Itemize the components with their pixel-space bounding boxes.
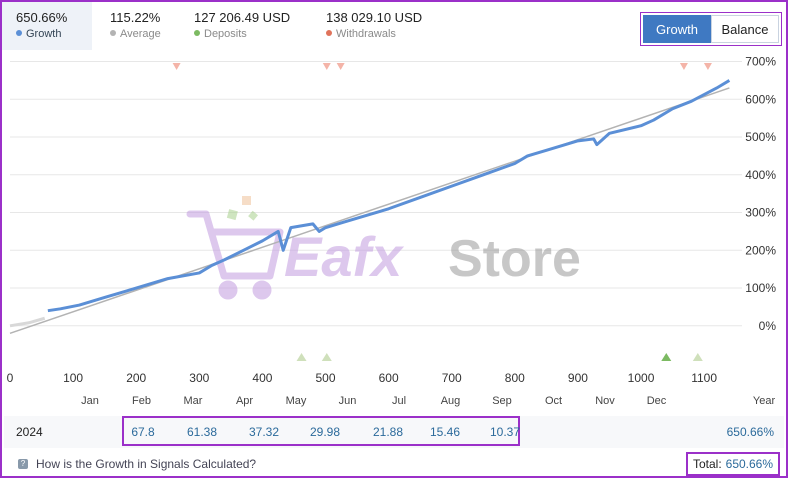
total-summary: Total: 650.66%	[686, 452, 780, 476]
growth-help-link[interactable]: ? How is the Growth in Signals Calculate…	[18, 457, 256, 471]
average-dot-icon	[110, 30, 116, 36]
withdrawals-dot-icon	[326, 30, 332, 36]
y-tick-label: 700%	[745, 55, 776, 69]
balance-button[interactable]: Balance	[711, 15, 779, 43]
stat-deposits[interactable]: 127 206.49 USD Deposits	[180, 2, 304, 50]
stat-average[interactable]: 115.22% Average	[96, 2, 175, 50]
y-tick-label: 200%	[745, 243, 776, 257]
y-axis-ticks: 700% 600% 500% 400% 300% 200% 100% 0%	[745, 55, 776, 333]
y-tick-label: 500%	[745, 130, 776, 144]
growth-line	[47, 79, 731, 313]
watermark-store: Store	[448, 230, 581, 288]
growth-balance-toggle: Growth Balance	[640, 12, 782, 46]
month-label: Dec	[647, 395, 667, 407]
total-value: 650.66%	[725, 457, 774, 471]
y-tick-label: 100%	[745, 281, 776, 295]
month-value-apr: 37.32	[248, 425, 280, 439]
stat-growth[interactable]: 650.66% Growth	[2, 2, 92, 50]
x-tick-label: 0	[7, 371, 14, 385]
stat-growth-label: Growth	[16, 28, 78, 40]
deposit-marker-icon	[661, 353, 672, 361]
month-label: May	[286, 395, 307, 407]
year-summary-row: 2024 67.8 61.38 37.32 29.98 21.88 15.46 …	[4, 416, 784, 448]
month-value-feb: 67.8	[131, 425, 155, 439]
x-tick-label: 200	[126, 371, 146, 385]
x-tick-label: 1100	[691, 371, 717, 385]
month-label: Mar	[184, 395, 203, 407]
month-label: Feb	[132, 395, 151, 407]
month-labels: Jan Feb Mar Apr May Jun Jul Aug Sep Oct Nov Dec Year	[81, 395, 775, 407]
x-tick-label: 300	[189, 371, 209, 385]
y-tick-label: 400%	[745, 168, 776, 182]
y-tick-label: 300%	[745, 206, 776, 220]
growth-chart: Eafx Store 0 100 200 300 400 500 600 700 800 900 1…	[7, 55, 777, 407]
deposit-marker-icon	[296, 353, 307, 361]
month-label: Jan	[81, 395, 99, 407]
year-total-value: 650.66%	[726, 425, 774, 439]
x-axis-ticks: 0 100 200 300 400 500 600 700 800 900 1000 1100	[7, 371, 718, 385]
total-label: Total:	[692, 457, 722, 471]
chart-series	[9, 79, 731, 335]
stat-withdrawals-label: Withdrawals	[326, 28, 422, 40]
stat-withdrawals-value: 138 029.10 USD	[326, 10, 423, 25]
withdrawal-marker-icon	[679, 63, 688, 70]
x-tick-label: 500	[316, 371, 336, 385]
month-value-aug: 10.37	[489, 425, 521, 439]
deposit-withdrawal-markers	[172, 63, 712, 361]
x-tick-label: 800	[505, 371, 525, 385]
stat-growth-value: 650.66%	[16, 10, 68, 25]
month-label: Apr	[236, 395, 253, 407]
withdrawal-marker-icon	[336, 63, 345, 70]
month-value-jul: 15.46	[429, 425, 461, 439]
deposits-dot-icon	[194, 30, 200, 36]
stat-deposits-label: Deposits	[194, 28, 290, 40]
month-value-may: 29.98	[309, 425, 341, 439]
average-line	[9, 87, 730, 335]
question-icon: ?	[18, 459, 28, 469]
y-tick-label: 0%	[759, 319, 777, 333]
month-value-mar: 61.38	[186, 425, 218, 439]
eafx-store-watermark: Eafx Store	[186, 196, 581, 300]
x-tick-label: 600	[379, 371, 399, 385]
stat-average-label: Average	[110, 28, 161, 40]
x-tick-label: 400	[252, 371, 272, 385]
month-label: Jul	[392, 395, 406, 407]
deposit-marker-icon	[692, 353, 703, 361]
x-tick-label: 1000	[628, 371, 655, 385]
cart-icon	[186, 210, 284, 300]
month-label: Sep	[492, 395, 512, 407]
watermark-eafx: Eafx	[284, 225, 405, 288]
x-tick-label: 700	[442, 371, 462, 385]
deposit-marker-icon	[321, 353, 332, 361]
month-label: Nov	[595, 395, 615, 407]
month-label: Jun	[339, 395, 357, 407]
stat-average-value: 115.22%	[110, 10, 161, 25]
month-value-jun: 21.88	[372, 425, 404, 439]
month-label: Year	[753, 395, 776, 407]
withdrawal-marker-icon	[172, 63, 181, 70]
month-label: Oct	[545, 395, 562, 407]
stat-withdrawals[interactable]: 138 029.10 USD Withdrawals	[312, 2, 436, 50]
early-growth-segment	[9, 316, 46, 328]
x-tick-label: 900	[568, 371, 588, 385]
withdrawal-marker-icon	[703, 63, 712, 70]
y-tick-label: 600%	[745, 92, 776, 106]
year-label: 2024	[16, 425, 43, 439]
growth-button[interactable]: Growth	[643, 15, 711, 43]
x-tick-label: 100	[63, 371, 83, 385]
stat-deposits-value: 127 206.49 USD	[194, 10, 291, 25]
growth-help-text: How is the Growth in Signals Calculated?	[36, 457, 257, 471]
month-label: Aug	[441, 395, 461, 407]
growth-dot-icon	[16, 30, 22, 36]
withdrawal-marker-icon	[322, 63, 331, 70]
monthly-returns-box: 67.8 61.38 37.32 29.98 21.88 15.46 10.37	[122, 416, 520, 446]
